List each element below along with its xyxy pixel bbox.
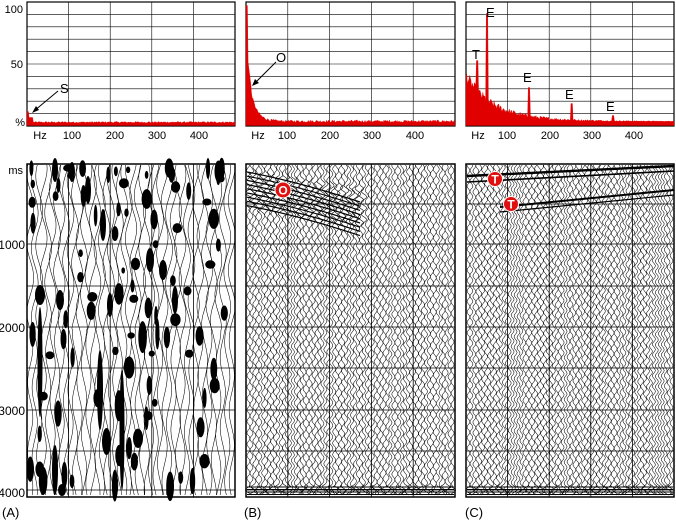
spectrum-c-label-e3: E bbox=[565, 87, 574, 102]
section-a-grid bbox=[27, 164, 235, 497]
spectrum-c-label-e1: E bbox=[486, 5, 495, 20]
spectrum-c-label-e2: E bbox=[523, 70, 532, 85]
section-a: ms 1000 2000 3000 4000 bbox=[0, 157, 236, 502]
spectrum-c-grid bbox=[466, 2, 674, 126]
svg-text:T: T bbox=[491, 173, 499, 187]
spectrum-b-xtick-200: 200 bbox=[321, 130, 339, 142]
section-c-wiggles bbox=[465, 164, 675, 496]
spectrum-c: Hz 100 200 300 400 T E E E E bbox=[465, 1, 675, 142]
section-a-ytick-1000: 1000 bbox=[0, 238, 25, 252]
section-b-marker-o: O bbox=[274, 181, 292, 199]
section-c-marker-t2: T bbox=[503, 196, 519, 212]
spectrum-c-curve bbox=[465, 13, 675, 126]
spectrum-c-label-t: T bbox=[472, 47, 480, 62]
spectrum-a-ytick-percent: % bbox=[15, 117, 25, 129]
section-a-wiggles bbox=[26, 157, 236, 502]
spectrum-a: 100 50 % Hz 100 200 300 400 S bbox=[5, 1, 236, 142]
spectrum-b-curve bbox=[245, 5, 456, 126]
spectrum-c-xtick-hz: Hz bbox=[471, 130, 484, 142]
panel-b: Hz 100 200 300 400 O O (B) bbox=[244, 1, 457, 520]
section-b-grid bbox=[246, 164, 455, 497]
section-a-ytick-3000: 3000 bbox=[0, 404, 25, 418]
section-a-ytick-ms: ms bbox=[8, 165, 23, 177]
panel-a: 100 50 % Hz 100 200 300 400 S ms 1000 20… bbox=[0, 1, 236, 520]
spectrum-b: Hz 100 200 300 400 O bbox=[245, 1, 456, 142]
svg-text:T: T bbox=[507, 198, 515, 212]
spectrum-b-xtick-hz: Hz bbox=[251, 130, 264, 142]
section-c: T T bbox=[465, 163, 675, 498]
section-b-wiggles bbox=[245, 164, 457, 496]
section-b: O bbox=[245, 163, 457, 498]
panel-c: Hz 100 200 300 400 T E E E E T T (C) bbox=[465, 1, 675, 520]
section-a-ytick-4000: 4000 bbox=[0, 486, 25, 500]
spectrum-b-xtick-300: 300 bbox=[363, 130, 381, 142]
spectrum-a-label-s: S bbox=[60, 81, 69, 96]
svg-text:O: O bbox=[278, 184, 287, 198]
spectrum-a-xtick-hz: Hz bbox=[33, 130, 46, 142]
spectrum-a-ytick-100: 100 bbox=[5, 4, 23, 16]
spectrum-c-xtick-100: 100 bbox=[498, 130, 516, 142]
section-c-grid bbox=[466, 164, 674, 497]
spectrum-c-xtick-300: 300 bbox=[583, 130, 601, 142]
spectrum-a-arrowhead-s bbox=[32, 106, 39, 113]
spectrum-a-arrow-s bbox=[33, 90, 59, 112]
spectrum-a-ytick-50: 50 bbox=[11, 59, 23, 71]
panel-a-label: (A) bbox=[2, 505, 19, 520]
spectrum-b-xtick-100: 100 bbox=[278, 130, 296, 142]
spectrum-a-grid bbox=[27, 2, 235, 126]
spectrum-b-grid bbox=[246, 2, 455, 126]
spectrum-b-arrow-o bbox=[253, 61, 277, 85]
spectrum-a-xtick-200: 200 bbox=[106, 130, 124, 142]
section-c-marker-t1: T bbox=[487, 171, 503, 187]
spectrum-a-xtick-400: 400 bbox=[190, 130, 208, 142]
spectrum-c-label-e4: E bbox=[606, 99, 615, 114]
panel-b-label: (B) bbox=[244, 505, 261, 520]
spectrum-c-xtick-400: 400 bbox=[625, 130, 643, 142]
spectrum-b-xtick-400: 400 bbox=[406, 130, 424, 142]
spectrum-c-xtick-200: 200 bbox=[541, 130, 559, 142]
spectrum-b-label-o: O bbox=[276, 50, 286, 65]
spectrum-a-xtick-100: 100 bbox=[63, 130, 81, 142]
section-a-ytick-2000: 2000 bbox=[0, 321, 25, 335]
panel-c-label: (C) bbox=[465, 505, 483, 520]
spectrum-b-arrowhead-o bbox=[252, 79, 259, 86]
spectrum-a-curve bbox=[26, 111, 236, 126]
spectrum-a-xtick-300: 300 bbox=[148, 130, 166, 142]
